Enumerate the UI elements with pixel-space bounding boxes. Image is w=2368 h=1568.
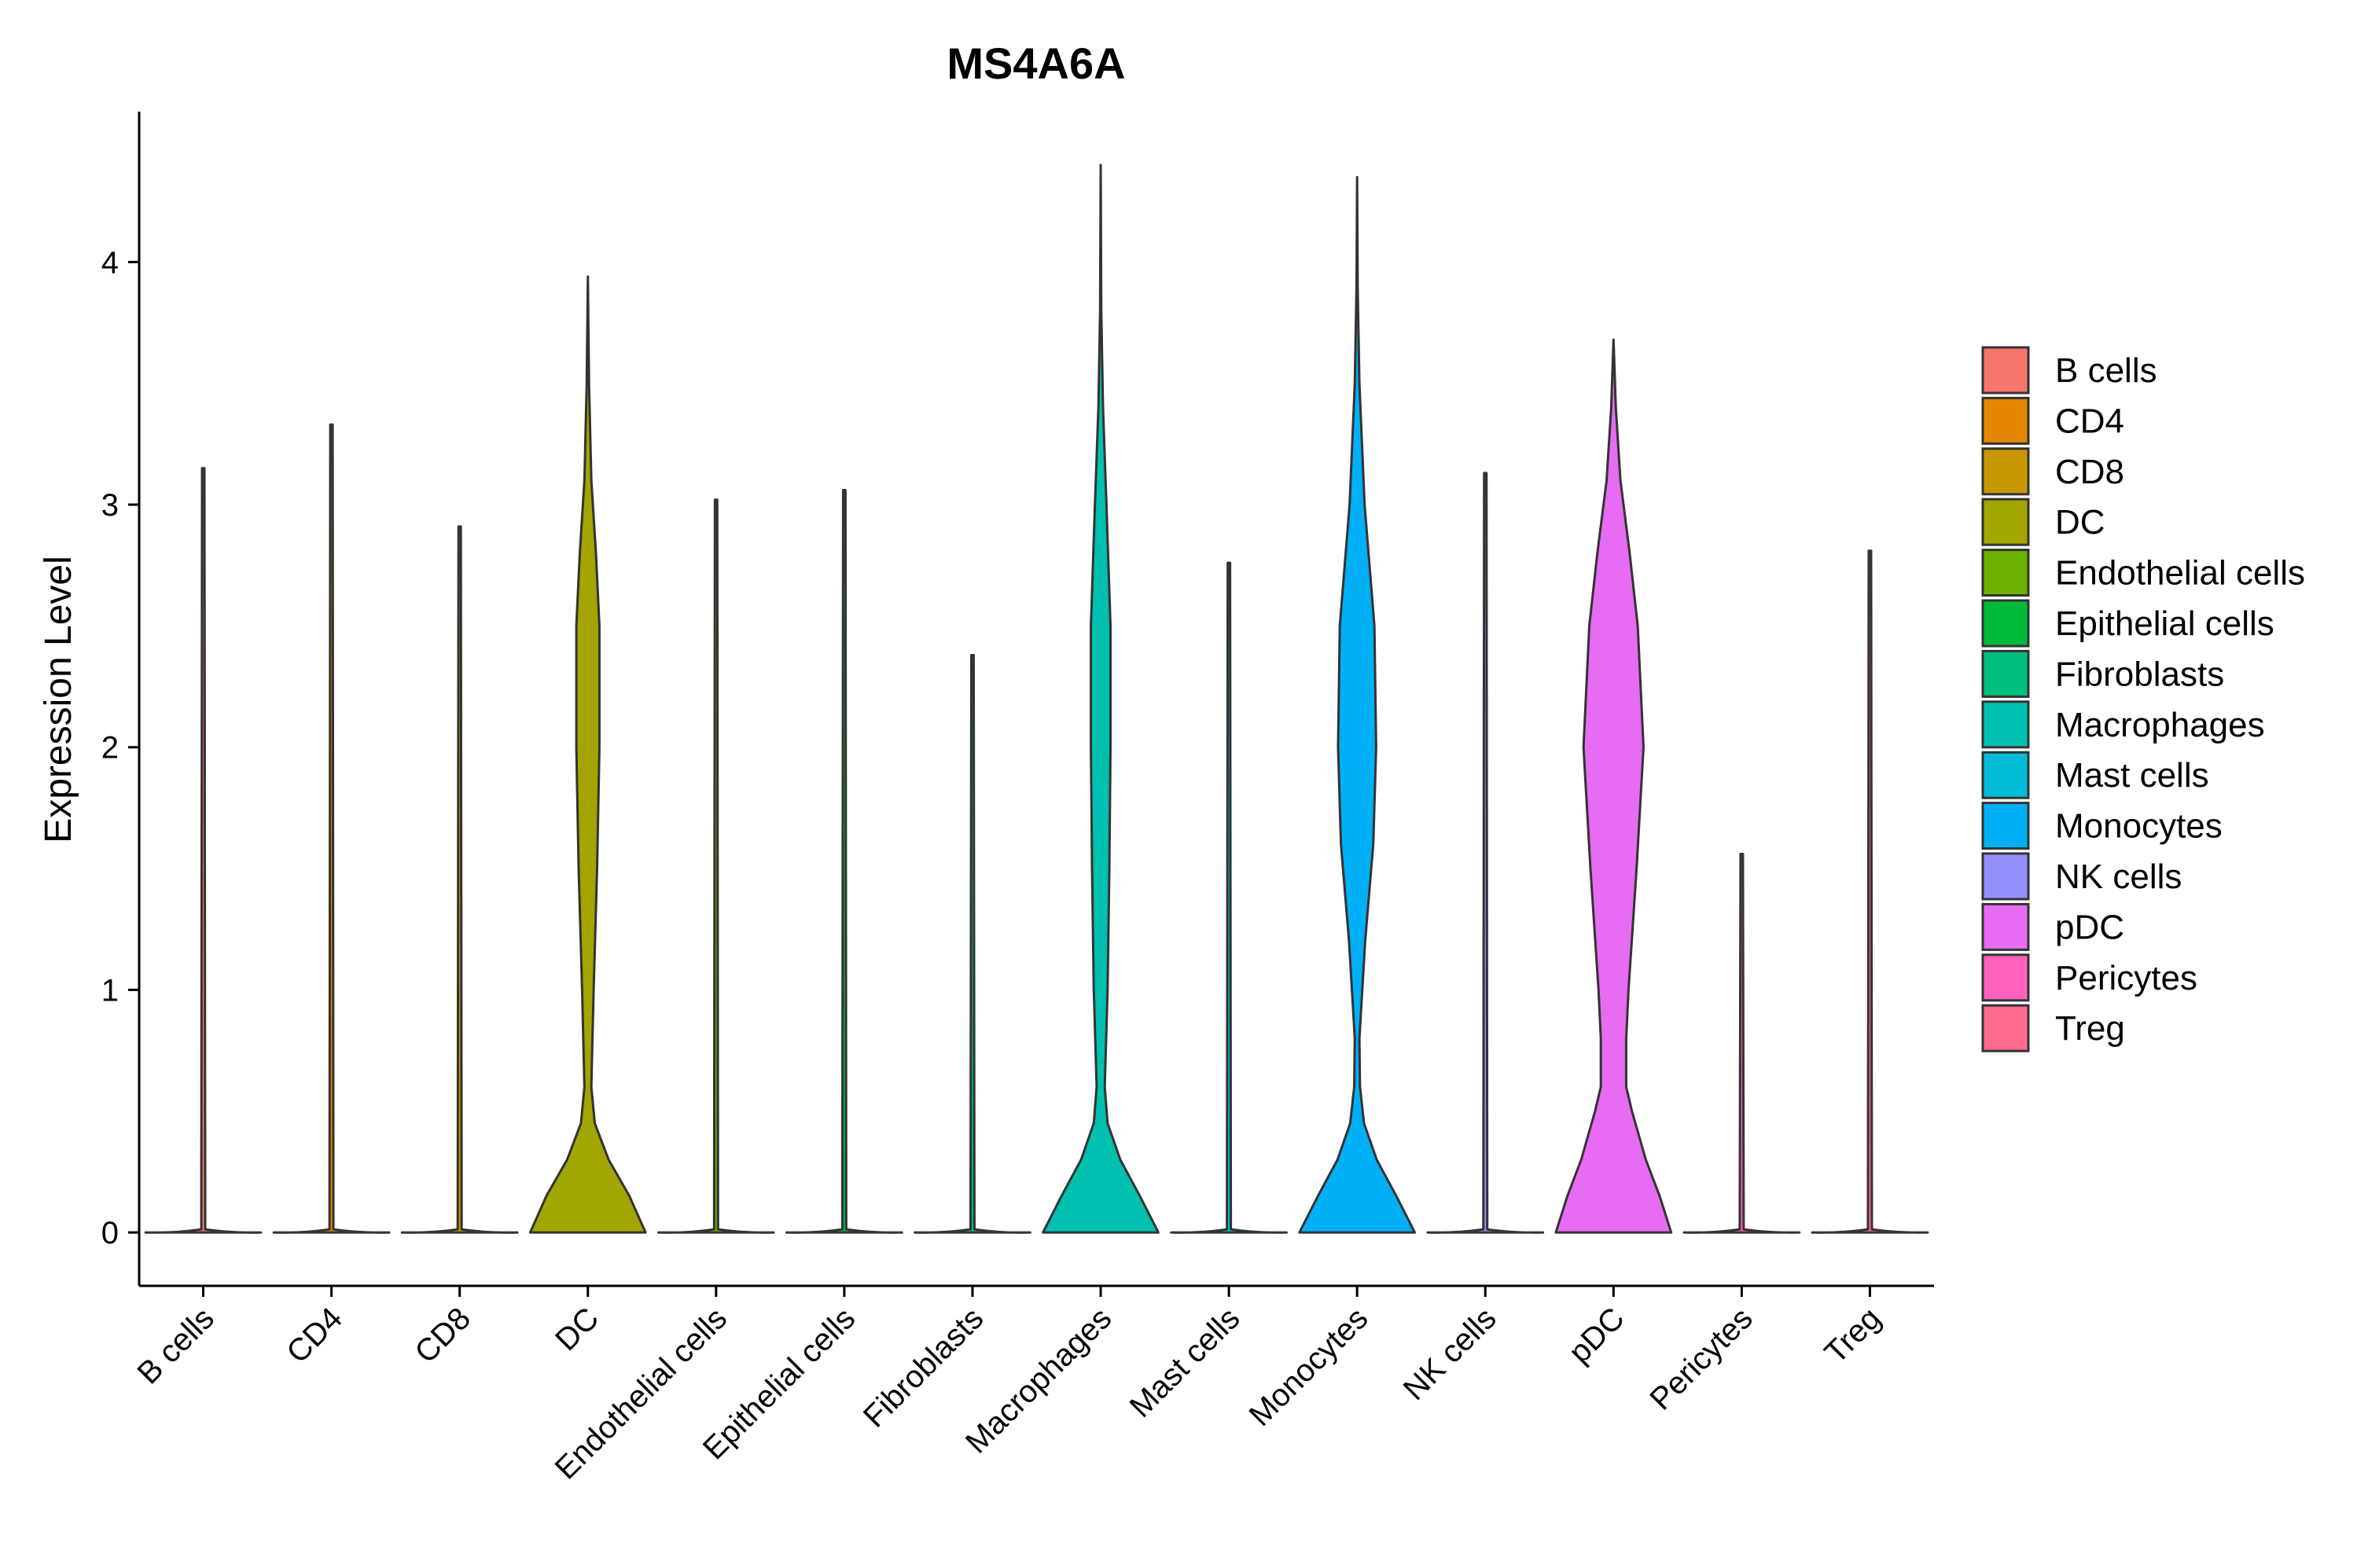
- legend-swatch-pericytes: [1981, 953, 2030, 1002]
- legend-label-endothelial-cells: Endothelial cells: [2055, 554, 2305, 593]
- legend-swatch-monocytes: [1981, 802, 2030, 850]
- legend-label-treg: Treg: [2055, 1009, 2125, 1048]
- y-axis-label: Expression Level: [38, 556, 79, 843]
- legend-swatch-treg: [1981, 1004, 2030, 1052]
- legend-label-nk-cells: NK cells: [2055, 857, 2182, 896]
- legend: B cells CD4 CD8 DC Endothelial cells Epitheli…: [1981, 346, 2305, 1052]
- violin-endothelial-cells: [656, 498, 775, 1234]
- violin-mast-cells: [1170, 561, 1288, 1234]
- legend-swatch-cd8: [1981, 447, 2030, 496]
- violin-pericytes: [1682, 853, 1801, 1234]
- legend-swatch-macrophages: [1981, 700, 2030, 749]
- x-tick-label-b-cells: B cells: [131, 1301, 220, 1390]
- legend-swatch-dc: [1981, 498, 2030, 546]
- x-tick-label-monocytes: Monocytes: [1243, 1301, 1375, 1433]
- x-tick-label-pericytes: Pericytes: [1643, 1301, 1759, 1416]
- legend-label-cd4: CD4: [2055, 402, 2124, 440]
- y-tick-label: 3: [101, 488, 119, 523]
- violin-cd8: [400, 525, 519, 1234]
- legend-swatch-epithelial-cells: [1981, 599, 2030, 648]
- legend-swatch-b-cells: [1981, 346, 2030, 395]
- legend-label-b-cells: B cells: [2055, 351, 2157, 390]
- legend-swatch-fibroblasts: [1981, 649, 2030, 698]
- y-tick-label: 4: [101, 245, 119, 280]
- violin-fibroblasts: [914, 653, 1031, 1234]
- legend-swatch-pdc: [1981, 902, 2030, 951]
- chart-title: MS4A6A: [947, 39, 1125, 88]
- legend-swatch-endothelial-cells: [1981, 549, 2030, 597]
- violin-dc: [528, 275, 647, 1234]
- x-tick-label-cd8: CD8: [408, 1301, 477, 1370]
- x-tick-label-pdc: pDC: [1562, 1301, 1631, 1370]
- violins-group: [144, 163, 1929, 1234]
- violin-pdc: [1554, 338, 1673, 1234]
- legend-label-monocytes: Monocytes: [2055, 807, 2223, 846]
- y-tick-label: 2: [101, 731, 119, 766]
- y-tick-label: 1: [101, 973, 119, 1008]
- x-tick-label-mast-cells: Mast cells: [1123, 1301, 1247, 1424]
- violin-macrophages: [1042, 163, 1160, 1234]
- violin-b-cells: [144, 467, 263, 1234]
- legend-label-epithelial-cells: Epithelial cells: [2055, 604, 2274, 643]
- x-tick-label-treg: Treg: [1818, 1301, 1888, 1370]
- violin-monocytes: [1298, 175, 1417, 1234]
- legend-label-dc: DC: [2055, 503, 2105, 542]
- legend-label-mast-cells: Mast cells: [2055, 756, 2209, 795]
- legend-label-fibroblasts: Fibroblasts: [2055, 655, 2224, 693]
- legend-swatch-cd4: [1981, 396, 2030, 445]
- x-tick-label-fibroblasts: Fibroblasts: [857, 1301, 990, 1434]
- x-tick-label-cd4: CD4: [280, 1301, 349, 1370]
- violin-treg: [1811, 549, 1929, 1234]
- violin-epithelial-cells: [785, 489, 903, 1234]
- legend-swatch-nk-cells: [1981, 852, 2030, 901]
- legend-label-pdc: pDC: [2055, 908, 2124, 946]
- violin-cd4: [272, 423, 391, 1234]
- y-tick-label: 0: [101, 1216, 119, 1250]
- x-tick-label-dc: DC: [549, 1301, 605, 1357]
- legend-label-macrophages: Macrophages: [2055, 706, 2265, 744]
- violin-nk-cells: [1426, 472, 1545, 1234]
- legend-label-cd8: CD8: [2055, 453, 2124, 491]
- legend-label-pericytes: Pericytes: [2055, 959, 2197, 997]
- y-ticks-group: 0 1 2 3 4: [101, 245, 139, 1250]
- legend-swatch-mast-cells: [1981, 751, 2030, 799]
- x-tick-label-nk-cells: NK cells: [1397, 1301, 1503, 1407]
